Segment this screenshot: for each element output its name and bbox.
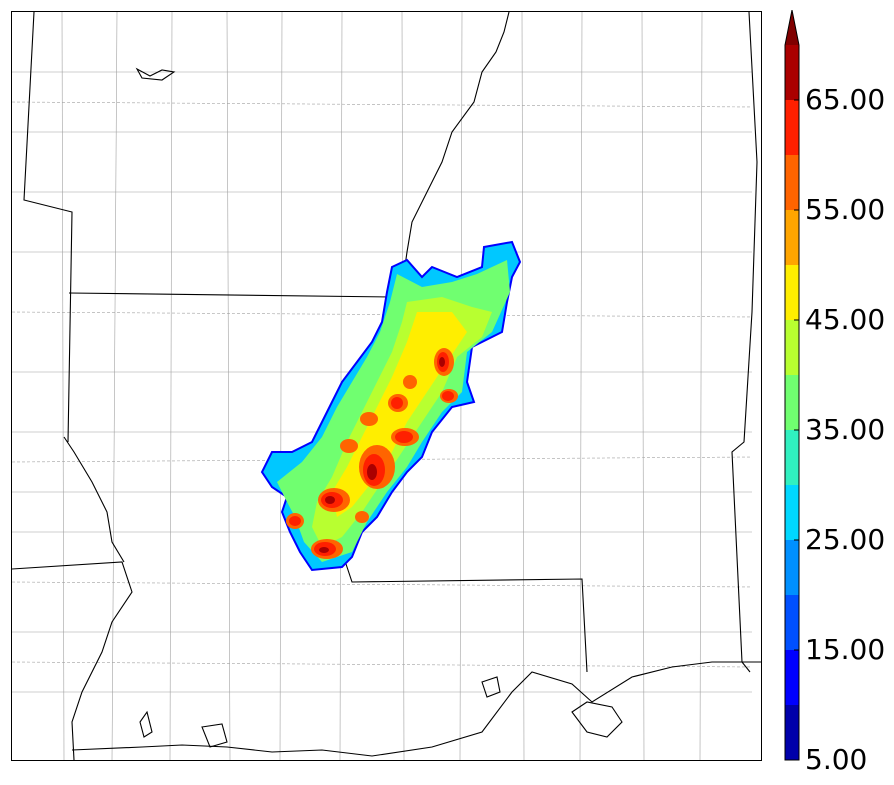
- colorbar-tick-label: 25.00: [805, 523, 886, 556]
- colorbar-segment: [785, 430, 799, 485]
- colorbar-segment: [785, 705, 799, 760]
- colorbar-tick-label: 5.00: [805, 743, 868, 776]
- colorbar-tick-label: 65.00: [805, 83, 886, 116]
- colorbar-segment: [785, 155, 799, 210]
- colorbar-segment: [785, 100, 799, 155]
- colorbar-tick-label: 45.00: [805, 303, 886, 336]
- colorbar-segment: [785, 265, 799, 320]
- colorbar-tick-label: 55.00: [805, 193, 886, 226]
- colorbar-segment: [785, 540, 799, 595]
- colorbar-segment: [785, 320, 799, 375]
- colorbar-extend-arrow: [785, 10, 799, 45]
- colorbar-segment: [785, 210, 799, 265]
- colorbar-segment: [785, 485, 799, 540]
- colorbar-tick-label: 35.00: [805, 413, 886, 446]
- reflectivity-colorbar: [784, 10, 800, 761]
- colorbar-segment: [785, 45, 799, 100]
- colorbar-segment: [785, 650, 799, 705]
- storm-echoes: [260, 240, 522, 572]
- colorbar-segment: [785, 595, 799, 650]
- colorbar-tick-label: 15.00: [805, 633, 886, 666]
- map-frame: [11, 11, 762, 761]
- reflectivity-map: [12, 12, 761, 760]
- colorbar-segment: [785, 375, 799, 430]
